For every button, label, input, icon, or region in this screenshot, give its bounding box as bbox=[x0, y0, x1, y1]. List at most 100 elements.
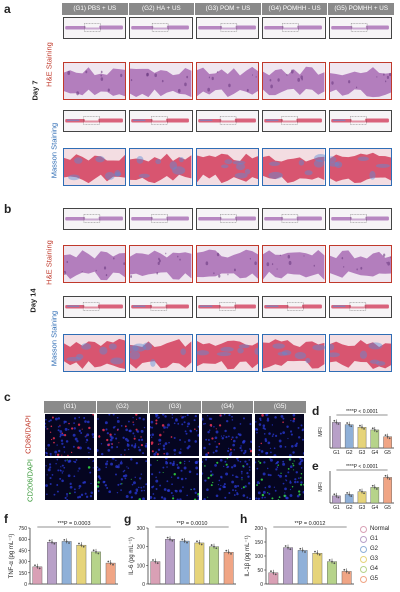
cd206-image-g3 bbox=[149, 458, 200, 500]
panel-e-letter: e bbox=[312, 459, 319, 473]
group-header-a: (G1) PBS + US (G2) HA + US (G3) POM + US… bbox=[62, 3, 394, 15]
data-point bbox=[343, 568, 346, 571]
day7-masson-overview-g1 bbox=[63, 110, 127, 132]
bar-g1 bbox=[165, 539, 175, 585]
data-point bbox=[95, 550, 97, 553]
day7-he-overview-g4 bbox=[262, 17, 326, 39]
cd206-image-g1 bbox=[45, 458, 95, 500]
day14-masson-overview-g4 bbox=[262, 296, 326, 318]
data-point bbox=[335, 421, 338, 424]
y-tick-label: 50 bbox=[257, 568, 263, 574]
significance-annotation: ****P < 0.0001 bbox=[346, 464, 378, 470]
data-point bbox=[361, 426, 363, 429]
y-axis-label: MFI bbox=[318, 427, 324, 437]
data-point bbox=[63, 538, 66, 541]
data-point bbox=[112, 563, 114, 566]
panel-a-letter: a bbox=[4, 2, 11, 16]
data-point bbox=[301, 549, 304, 552]
bar-g5 bbox=[105, 562, 116, 585]
data-point bbox=[318, 553, 321, 556]
legend-label: G5 bbox=[370, 576, 379, 582]
axes bbox=[147, 528, 236, 585]
significance-annotation: ***P = 0.0003 bbox=[57, 521, 90, 527]
y-axis-label: TNF-α (pg mL⁻¹) bbox=[9, 534, 15, 579]
group-label: (G4) POMHH - US bbox=[262, 3, 329, 15]
bar-g5 bbox=[223, 552, 234, 585]
data-point bbox=[213, 545, 215, 548]
bar-g4 bbox=[370, 487, 380, 504]
data-point bbox=[384, 474, 387, 477]
day14-masson-zoom-g1 bbox=[63, 334, 127, 372]
group-label: (G2) HA + US bbox=[129, 3, 196, 15]
cd86-image-g1 bbox=[45, 414, 95, 456]
data-point bbox=[274, 573, 277, 576]
data-point bbox=[350, 425, 353, 428]
data-point bbox=[337, 423, 340, 425]
y-tick-label: 0 bbox=[142, 582, 145, 588]
day14-he-zoom-g3 bbox=[195, 245, 260, 283]
data-point bbox=[331, 560, 333, 563]
axes bbox=[265, 528, 354, 585]
significance-annotation: **P = 0.0010 bbox=[177, 521, 208, 527]
data-point bbox=[375, 430, 378, 433]
data-point bbox=[304, 551, 306, 553]
bar-g4 bbox=[370, 429, 380, 449]
cd206-image-g5 bbox=[254, 458, 304, 500]
data-point bbox=[152, 559, 154, 561]
day7-he-overview-g5 bbox=[328, 17, 392, 39]
legend-label: G2 bbox=[370, 546, 379, 552]
data-point bbox=[363, 492, 365, 495]
y-tick-label: 150 bbox=[255, 540, 264, 546]
cd86-image-g5 bbox=[254, 414, 304, 456]
day7-he-zoom-g2 bbox=[129, 62, 193, 100]
data-point bbox=[345, 570, 348, 573]
data-point bbox=[227, 551, 230, 554]
data-point bbox=[38, 567, 41, 570]
day7-he-zoom-g3 bbox=[195, 62, 260, 100]
data-point bbox=[371, 427, 374, 430]
data-point bbox=[272, 571, 275, 574]
data-point bbox=[34, 564, 36, 567]
day14-he-overview-g1 bbox=[63, 208, 127, 230]
day7-he-zoom-g5 bbox=[328, 62, 392, 100]
x-tick-label: G5 bbox=[384, 450, 391, 456]
x-tick-label: G3 bbox=[359, 505, 366, 511]
cd86-image-g4 bbox=[202, 414, 252, 456]
legend-swatch bbox=[360, 555, 367, 563]
data-point bbox=[107, 560, 110, 563]
data-point bbox=[198, 542, 201, 544]
data-point bbox=[287, 546, 289, 549]
bar-g1 bbox=[332, 422, 341, 449]
data-point bbox=[53, 542, 56, 545]
y-tick-label: 200 bbox=[255, 526, 264, 532]
day7-he-overview-g1 bbox=[63, 17, 127, 39]
data-point bbox=[210, 544, 213, 546]
data-point bbox=[386, 435, 389, 438]
legend-label: G1 bbox=[370, 536, 379, 542]
day14-he-overview-g2 bbox=[129, 208, 193, 230]
data-point bbox=[346, 422, 349, 424]
bar-g1 bbox=[47, 541, 57, 585]
x-tick-label: G1 bbox=[333, 450, 340, 456]
significance-annotation: **P = 0.0012 bbox=[295, 521, 326, 527]
y-tick-label: 150 bbox=[19, 571, 28, 577]
bar-g4 bbox=[327, 561, 337, 585]
group-label: (G4) bbox=[202, 401, 255, 413]
data-point bbox=[92, 549, 95, 552]
y-tick-label: 450 bbox=[19, 548, 28, 554]
day14-he-overview-g3 bbox=[195, 208, 260, 230]
data-point bbox=[363, 427, 365, 430]
bar-g5 bbox=[383, 477, 392, 504]
axes bbox=[29, 528, 118, 585]
he-label-a: H&E Staining bbox=[44, 42, 54, 87]
significance-annotation: ****P < 0.0001 bbox=[346, 409, 378, 415]
cd206-label: CD206/DAPI bbox=[25, 459, 35, 502]
x-tick-label: G5 bbox=[384, 505, 391, 511]
bar-g2 bbox=[344, 424, 354, 449]
y-tick-label: 600 bbox=[19, 537, 28, 543]
y-tick-label: 300 bbox=[137, 526, 146, 532]
day14-he-zoom-g4 bbox=[262, 245, 326, 283]
chart-d: G1 G2 G3 G4 G5 MFI ****P < 0.0001 bbox=[318, 409, 394, 456]
data-point bbox=[346, 491, 349, 494]
data-point bbox=[183, 540, 186, 542]
